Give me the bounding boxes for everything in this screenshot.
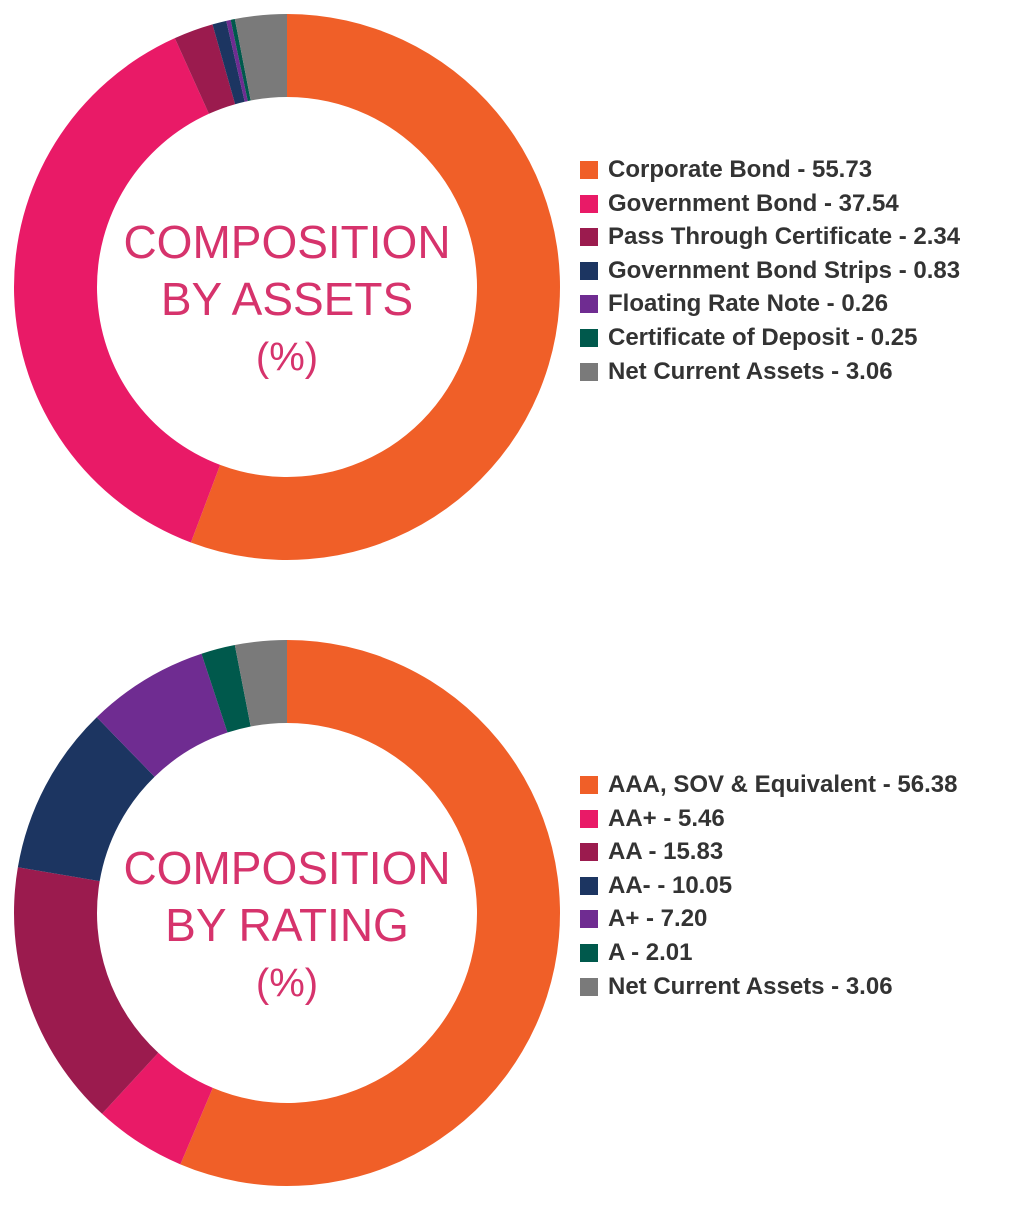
center-title-assets-line-2: BY ASSETS — [161, 273, 413, 325]
legend-assets: Corporate Bond - 55.73 Government Bond - … — [578, 153, 1023, 388]
chart-composition-by-rating: COMPOSITION BY RATING (%) AAA, SOV & Equiv… — [0, 620, 1023, 1215]
legend-label: Certificate of Deposit - 0.25 — [608, 324, 917, 351]
legend-swatch — [580, 363, 598, 381]
legend-label: AA- - 10.05 — [608, 872, 732, 899]
legend-label: AA+ - 5.46 — [608, 805, 725, 832]
legend-item-assets-0: Corporate Bond - 55.73 — [578, 153, 1023, 187]
center-title-rating-line-3: (%) — [256, 962, 318, 1006]
legend-item-rating-4: A+ - 7.20 — [578, 902, 1023, 936]
legend-label: Net Current Assets - 3.06 — [608, 358, 893, 385]
legend-label: A+ - 7.20 — [608, 905, 707, 932]
chart-composition-by-assets: COMPOSITION BY ASSETS (%) Corporate Bond -… — [0, 0, 1023, 580]
legend-label: Floating Rate Note - 0.26 — [608, 290, 888, 317]
legend-swatch — [580, 228, 598, 246]
legend-swatch — [580, 910, 598, 928]
legend-swatch — [580, 810, 598, 828]
center-title-rating-line-1: COMPOSITION — [123, 842, 450, 894]
legend-item-assets-1: Government Bond - 37.54 — [578, 187, 1023, 221]
legend-swatch — [580, 776, 598, 794]
legend-label: AA - 15.83 — [608, 838, 723, 865]
legend-swatch — [580, 262, 598, 280]
legend-swatch — [580, 843, 598, 861]
legend-label: Net Current Assets - 3.06 — [608, 973, 893, 1000]
legend-label: Government Bond - 37.54 — [608, 190, 899, 217]
legend-label: Pass Through Certificate - 2.34 — [608, 223, 960, 250]
legend-swatch — [580, 978, 598, 996]
legend-swatch — [580, 295, 598, 313]
legend-label: Government Bond Strips - 0.83 — [608, 257, 960, 284]
legend-label: A - 2.01 — [608, 939, 692, 966]
legend-swatch — [580, 195, 598, 213]
legend-swatch — [580, 944, 598, 962]
legend-swatch — [580, 877, 598, 895]
center-title-rating-line-2: BY RATING — [165, 899, 409, 951]
legend-item-rating-1: AA+ - 5.46 — [578, 802, 1023, 836]
center-title-assets-line-3: (%) — [256, 336, 318, 380]
legend-swatch — [580, 161, 598, 179]
legend-item-rating-6: Net Current Assets - 3.06 — [578, 970, 1023, 1004]
legend-item-assets-3: Government Bond Strips - 0.83 — [578, 254, 1023, 288]
legend-item-rating-0: AAA, SOV & Equivalent - 56.38 — [578, 768, 1023, 802]
legend-item-assets-4: Floating Rate Note - 0.26 — [578, 287, 1023, 321]
legend-label: AAA, SOV & Equivalent - 56.38 — [608, 771, 957, 798]
legend-rating: AAA, SOV & Equivalent - 56.38 AA+ - 5.46 A… — [578, 768, 1023, 1003]
legend-item-assets-2: Pass Through Certificate - 2.34 — [578, 220, 1023, 254]
legend-item-assets-5: Certificate of Deposit - 0.25 — [578, 321, 1023, 355]
center-title-assets-line-1: COMPOSITION — [123, 216, 450, 268]
legend-item-rating-2: AA - 15.83 — [578, 835, 1023, 869]
legend-item-assets-6: Net Current Assets - 3.06 — [578, 355, 1023, 389]
legend-swatch — [580, 329, 598, 347]
legend-item-rating-3: AA- - 10.05 — [578, 869, 1023, 903]
legend-label: Corporate Bond - 55.73 — [608, 156, 872, 183]
legend-item-rating-5: A - 2.01 — [578, 936, 1023, 970]
